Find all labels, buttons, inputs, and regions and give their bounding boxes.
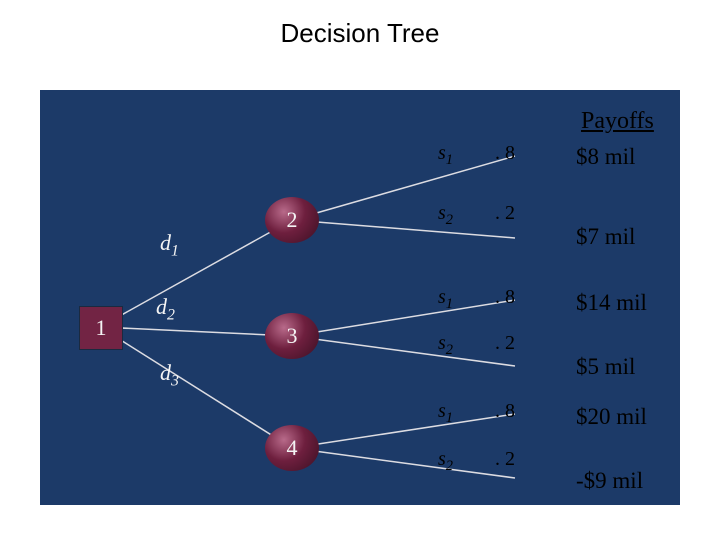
label-9: . 8	[495, 142, 515, 165]
label-1: d2	[156, 294, 175, 324]
label-2: d3	[160, 360, 179, 390]
label-15: $8 mil	[576, 144, 635, 170]
label-12: . 2	[495, 332, 515, 355]
diagram-canvas: 1 2 3 4 Payoffs d1 d2 d3 s1 s2 s1 s2 s1 s2 . 8 . 2 . 8 . …	[40, 90, 680, 505]
label-14: . 2	[495, 448, 515, 471]
node-n4: 4	[265, 425, 319, 471]
label-8: s2	[438, 448, 453, 475]
label-4: s2	[438, 202, 453, 229]
label-10: . 2	[495, 202, 515, 225]
label-3: s1	[438, 142, 453, 169]
node-n3: 3	[265, 313, 319, 359]
label-5: s1	[438, 286, 453, 313]
page-title: Decision Tree	[0, 18, 720, 49]
label-16: $7 mil	[576, 224, 635, 250]
label-7: s1	[438, 400, 453, 427]
label-20: -$9 mil	[576, 468, 643, 494]
payoffs-header: Payoffs	[581, 108, 654, 135]
label-11: . 8	[495, 286, 515, 309]
label-13: . 8	[495, 400, 515, 423]
node-n1: 1	[79, 306, 123, 350]
node-n2: 2	[265, 197, 319, 243]
label-18: $5 mil	[576, 354, 635, 380]
label-19: $20 mil	[576, 404, 647, 430]
label-0: d1	[160, 230, 179, 260]
label-17: $14 mil	[576, 290, 647, 316]
label-6: s2	[438, 332, 453, 359]
